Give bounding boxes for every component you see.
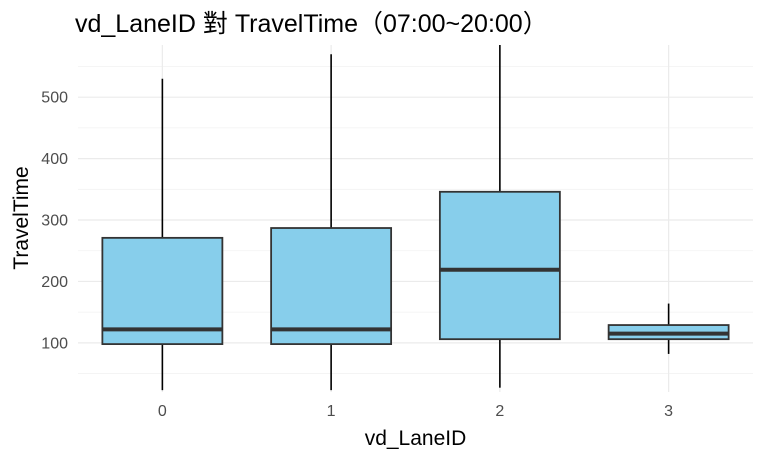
y-tick-label: 200 <box>41 274 68 291</box>
x-tick-label: 3 <box>664 403 673 420</box>
iqr-box <box>270 227 393 345</box>
x-tick-label: 0 <box>158 403 167 420</box>
y-tick-label: 100 <box>41 335 68 352</box>
box-2 <box>438 45 561 388</box>
box-3 <box>607 303 730 354</box>
x-axis-title: vd_LaneID <box>365 427 467 450</box>
box-0 <box>101 78 224 391</box>
y-tick-label: 400 <box>41 151 68 168</box>
chart-title: vd_LaneID 對 TravelTime（07:00~20:00） <box>75 10 548 38</box>
box-layer <box>101 45 730 391</box>
x-tick-label: 2 <box>495 403 504 420</box>
y-tick-label: 500 <box>41 90 68 107</box>
box-1 <box>270 54 393 391</box>
iqr-box <box>438 190 561 341</box>
iqr-box <box>101 236 224 345</box>
y-tick-label: 300 <box>41 213 68 230</box>
y-axis-title: TravelTime <box>10 166 33 269</box>
x-tick-label: 1 <box>327 403 336 420</box>
label-layer: 100 200 300 400 500 0 1 2 3 <box>41 90 673 420</box>
